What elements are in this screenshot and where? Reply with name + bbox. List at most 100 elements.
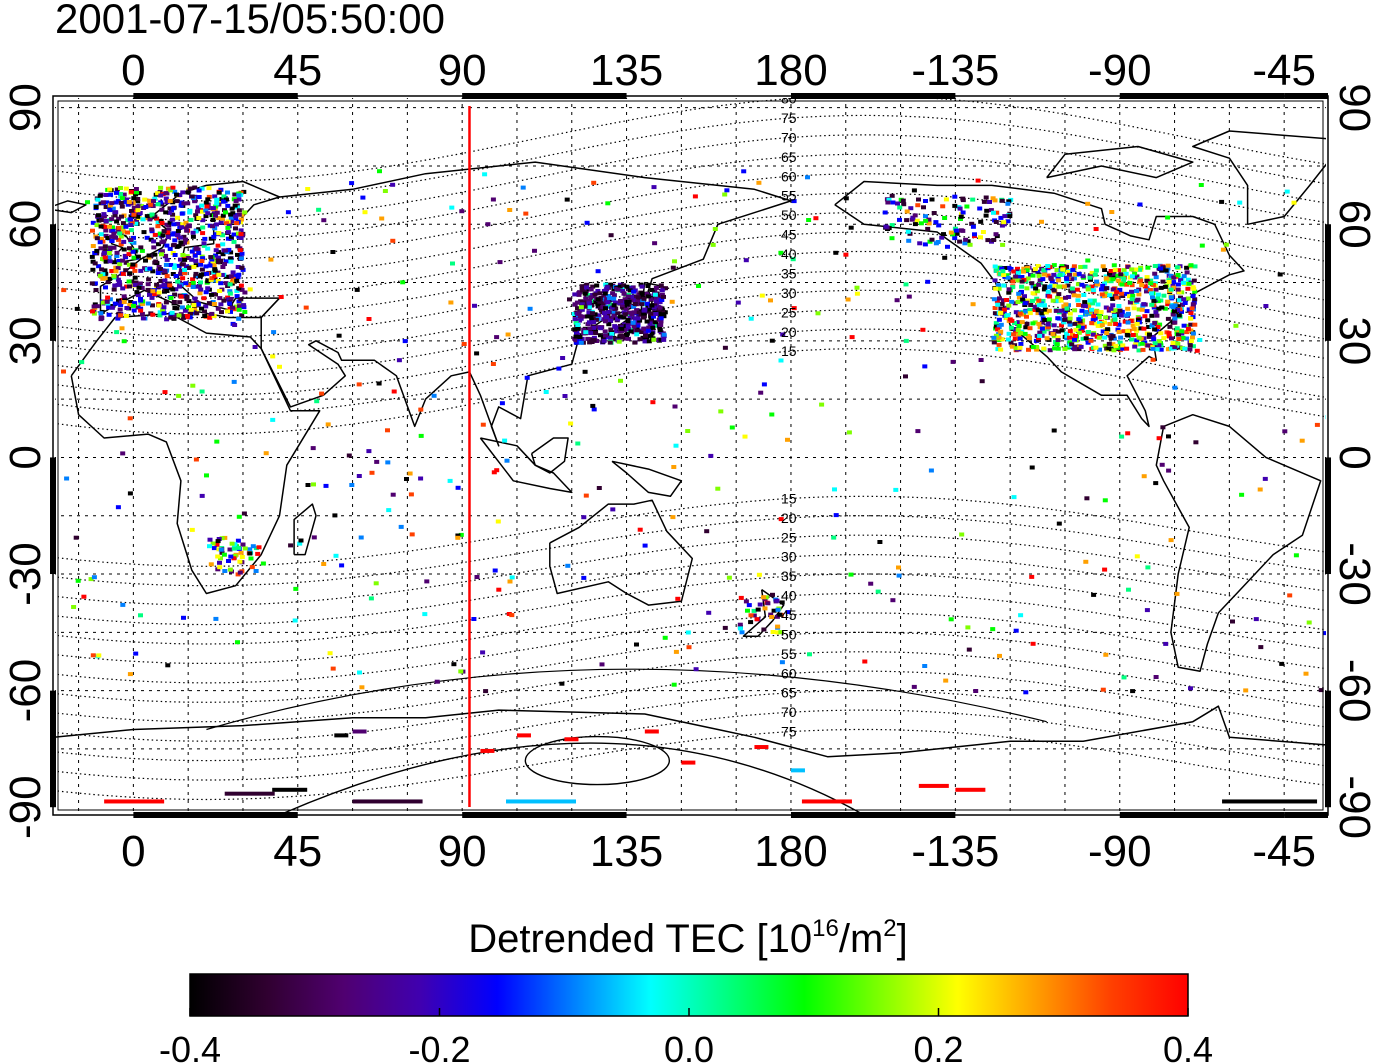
tec-point (1179, 309, 1184, 314)
tec-point (577, 335, 583, 339)
tec-point (1026, 336, 1032, 341)
tec-point (90, 244, 96, 248)
tec-point (111, 260, 117, 265)
tec-point (127, 303, 133, 307)
tec-point (349, 181, 355, 186)
tec-point (1284, 189, 1290, 194)
tec-point (651, 314, 656, 319)
tec-point (996, 335, 1002, 340)
tec-point (161, 283, 167, 287)
tec-point (187, 315, 193, 320)
tec-point (1056, 292, 1062, 297)
asia-coastline (260, 161, 792, 447)
tec-point (620, 302, 626, 307)
tec-point (391, 389, 397, 394)
tec-point (662, 635, 668, 640)
tec-point (189, 194, 195, 199)
tec-point (1006, 337, 1011, 342)
tec-point (993, 324, 999, 329)
tec-point (118, 242, 124, 247)
tec-point (121, 213, 127, 218)
tec-point (1069, 286, 1075, 291)
tec-point (147, 266, 153, 271)
tec-point (1001, 283, 1007, 288)
tec-point (1033, 286, 1039, 291)
tec-point (1127, 294, 1132, 299)
tec-point (653, 320, 659, 325)
tec-point (1172, 316, 1178, 321)
tec-point (186, 305, 191, 310)
tec-point (1134, 289, 1139, 293)
tec-point (298, 538, 304, 543)
tec-point (1085, 330, 1091, 334)
tec-point (1115, 327, 1121, 332)
tec-point (833, 513, 839, 518)
tec-point (1171, 285, 1177, 290)
tec-point (1140, 347, 1146, 352)
tec-point (596, 486, 602, 490)
tec-point (1172, 309, 1177, 314)
tec-point (109, 201, 115, 206)
tec-point (623, 307, 629, 312)
graticule (55, 98, 1326, 813)
tec-point (575, 323, 581, 327)
tec-point (1199, 243, 1205, 248)
tec-point (90, 228, 95, 233)
tec-point (182, 308, 188, 313)
tec-point (376, 381, 382, 386)
tec-point (643, 333, 648, 338)
magnetic-latitude-line (55, 592, 1325, 664)
tec-point (746, 603, 752, 608)
tec-point (970, 224, 976, 229)
tec-point (205, 246, 211, 251)
tec-point (952, 194, 958, 199)
magnetic-latitude-line (55, 728, 1325, 801)
tec-point (247, 547, 253, 552)
tec-point (189, 527, 195, 532)
tec-point (236, 316, 242, 321)
tec-point (220, 242, 226, 247)
tec-point (96, 264, 102, 269)
south-aurora-curve (282, 742, 862, 813)
tec-point (1092, 272, 1098, 277)
tec-point (1121, 276, 1127, 281)
tec-point (1087, 275, 1093, 280)
tec-point (590, 311, 595, 316)
tec-point (516, 733, 531, 738)
tec-point (685, 429, 691, 433)
tec-point (1191, 278, 1197, 283)
tec-point (102, 268, 108, 273)
tec-point (621, 283, 627, 288)
tec-point (190, 234, 196, 239)
tec-point (1125, 306, 1131, 311)
tec-point (118, 200, 124, 205)
tec-point (202, 236, 208, 241)
tec-point (208, 562, 214, 567)
tec-point (418, 476, 424, 481)
tec-point (210, 224, 215, 229)
tec-point (110, 229, 116, 233)
tec-point (1069, 342, 1075, 347)
tec-point (1080, 336, 1086, 341)
tec-observations (61, 169, 1326, 804)
tec-point (115, 266, 121, 271)
tec-point (1129, 337, 1135, 342)
tec-point (708, 453, 714, 458)
tec-point (583, 330, 589, 335)
tec-point (669, 299, 675, 304)
tec-point (158, 279, 164, 283)
tec-point (1175, 282, 1181, 287)
tec-point (990, 196, 996, 201)
tec-point (1018, 331, 1023, 336)
tec-point (1136, 307, 1142, 312)
tec-point (146, 255, 152, 260)
tec-point (131, 212, 137, 217)
tec-point (1175, 304, 1181, 309)
tec-point (123, 268, 129, 273)
tec-point (142, 197, 148, 202)
tec-point (136, 191, 142, 196)
tec-point (93, 288, 99, 292)
tec-point (889, 236, 895, 241)
tec-point (656, 294, 662, 299)
tec-point (192, 253, 198, 258)
